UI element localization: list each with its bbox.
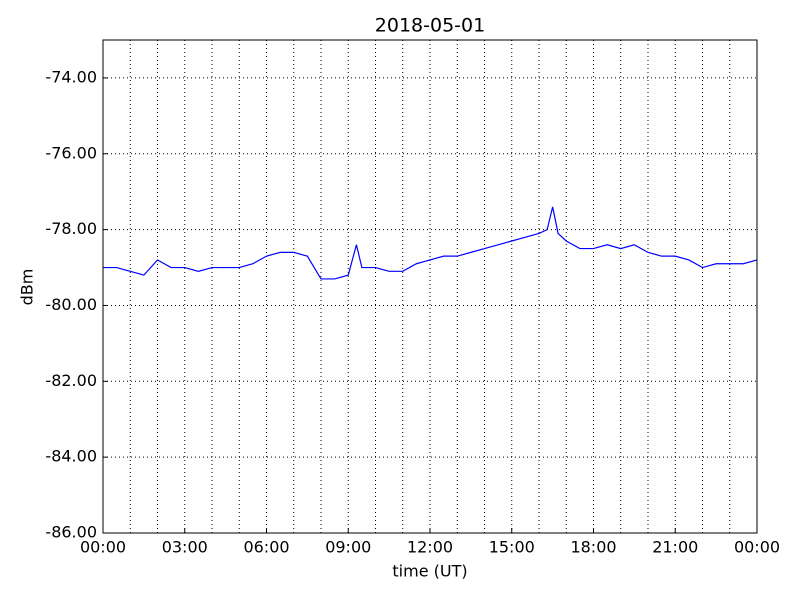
y-tick-label: -84.00 [45, 447, 97, 466]
y-tick-label: -78.00 [45, 219, 97, 238]
y-tick-label: -86.00 [45, 523, 97, 542]
plot-frame [102, 39, 758, 534]
x-tick-label: 09:00 [325, 538, 371, 557]
x-tick-label: 06:00 [243, 538, 289, 557]
x-tick-label: 12:00 [407, 538, 453, 557]
x-tick-label: 00:00 [80, 538, 126, 557]
x-tick-label: 15:00 [489, 538, 535, 557]
y-tick-label: -76.00 [45, 143, 97, 162]
y-axis-label: dBm [18, 269, 37, 306]
x-tick-label: 18:00 [570, 538, 616, 557]
y-tick-label: -80.00 [45, 295, 97, 314]
x-tick-label: 21:00 [652, 538, 698, 557]
x-axis-label: time (UT) [392, 562, 467, 581]
y-tick-label: -74.00 [45, 67, 97, 86]
y-tick-label: -82.00 [45, 371, 97, 390]
x-tick-label: 00:00 [734, 538, 780, 557]
x-tick-label: 03:00 [162, 538, 208, 557]
data-line [103, 206, 758, 280]
chart-title: 2018-05-01 [375, 15, 485, 37]
